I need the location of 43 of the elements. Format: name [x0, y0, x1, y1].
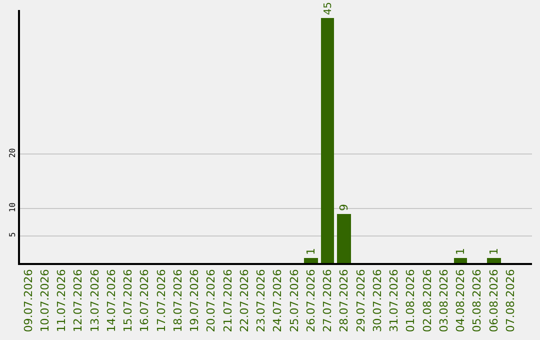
x-tick-label: 11.07.2026 — [55, 269, 68, 332]
x-tick-label: 02.08.2026 — [420, 269, 434, 332]
x-tick-label: 25.07.2026 — [288, 269, 301, 332]
x-tick-label: 22.07.2026 — [238, 269, 251, 332]
x-tick-label: 05.08.2026 — [470, 269, 484, 332]
x-tick-label: 21.07.2026 — [221, 269, 234, 332]
x-tick-label: 26.07.2026 — [304, 269, 318, 332]
data-label: 9 — [338, 204, 350, 211]
data-label: 45 — [322, 2, 334, 15]
bar — [321, 18, 334, 263]
x-tick-label: 06.08.2026 — [487, 269, 500, 332]
x-tick-label: 17.07.2026 — [154, 269, 168, 332]
x-tick-label: 20.07.2026 — [204, 269, 218, 332]
y-tick-label: 20 — [8, 148, 18, 158]
x-tick-label: 04.08.2026 — [454, 269, 468, 332]
y-tick-label: 5 — [8, 232, 18, 238]
data-label: 1 — [304, 248, 318, 255]
bar — [454, 258, 467, 263]
x-tick-label: 09.07.2026 — [22, 269, 35, 332]
x-tick-label: 14.07.2026 — [105, 269, 118, 332]
x-tick-label: 01.08.2026 — [404, 269, 418, 332]
y-tick-label: 10 — [8, 202, 18, 212]
x-tick-label: 28.07.2026 — [338, 269, 351, 332]
x-tick-label: 15.07.2026 — [122, 269, 135, 332]
bar — [304, 258, 318, 263]
bar — [337, 214, 351, 263]
data-label: 1 — [454, 248, 467, 255]
x-tick-label: 30.07.2026 — [370, 269, 384, 332]
x-tick-label: 07.08.2026 — [504, 269, 517, 332]
data-label: 1 — [488, 248, 500, 255]
x-tick-label: 16.07.2026 — [138, 269, 152, 332]
x-tick-label: 03.08.2026 — [437, 269, 450, 332]
x-tick-label: 29.07.2026 — [354, 269, 368, 332]
x-tick-label: 23.07.2026 — [254, 269, 268, 332]
x-tick-label: 13.07.2026 — [88, 269, 102, 332]
x-tick-label: 27.07.2026 — [321, 269, 334, 332]
x-tick-label: 24.07.2026 — [271, 269, 284, 332]
x-tick-label: 18.07.2026 — [171, 269, 184, 332]
x-tick-label: 31.07.2026 — [388, 269, 401, 332]
bar — [487, 258, 501, 263]
x-tick-label: 10.07.2026 — [38, 269, 52, 332]
x-tick-label: 12.07.2026 — [72, 269, 85, 332]
x-tick-label: 19.07.2026 — [188, 269, 202, 332]
